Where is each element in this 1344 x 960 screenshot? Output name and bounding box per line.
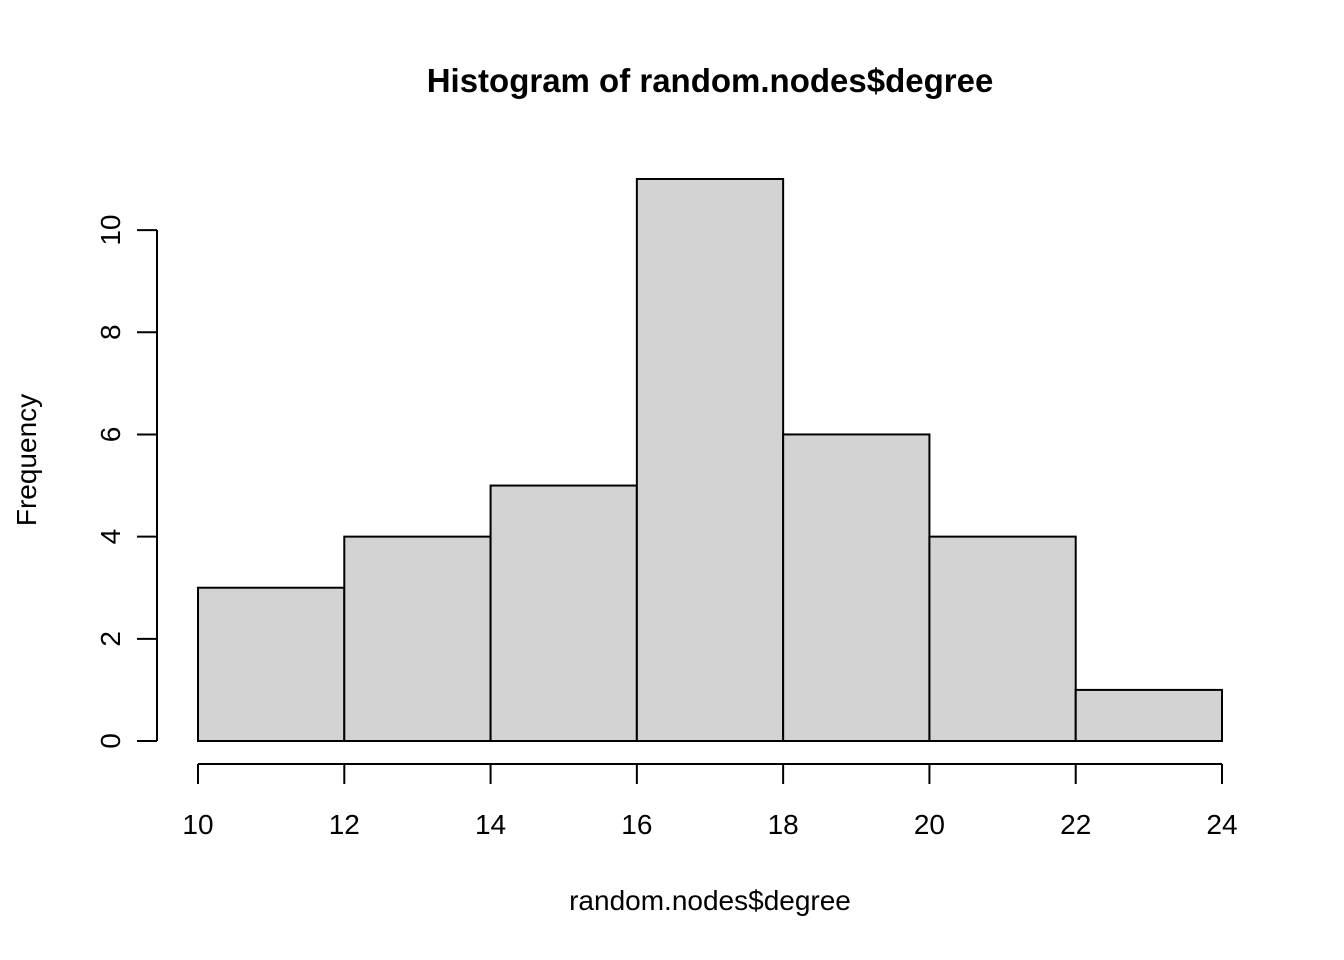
y-axis-label: Frequency [11, 394, 42, 526]
y-tick-label: 6 [95, 427, 126, 443]
x-axis-label: random.nodes$degree [569, 885, 851, 916]
x-tick-label: 24 [1206, 809, 1237, 840]
y-tick-label: 10 [95, 215, 126, 246]
x-tick-label: 18 [768, 809, 799, 840]
x-tick-label: 16 [621, 809, 652, 840]
chart-title: Histogram of random.nodes$degree [427, 62, 994, 99]
y-tick-label: 4 [95, 529, 126, 545]
histogram-bar-10-12 [197, 586, 346, 743]
histogram-bar-16-18 [635, 178, 785, 742]
y-tick-label: 2 [95, 631, 126, 647]
histogram-bar-22-24 [1074, 688, 1223, 743]
y-tick-label: 0 [95, 733, 126, 749]
histogram-bar-20-22 [928, 535, 1077, 742]
bars-group [197, 178, 1223, 743]
x-axis: 10 12 14 16 18 20 22 24 [182, 763, 1238, 840]
x-tick-label: 10 [182, 809, 213, 840]
histogram-bar-12-14 [343, 535, 492, 742]
y-tick-label: 8 [95, 324, 126, 340]
x-tick-label: 22 [1060, 809, 1091, 840]
histogram-bar-14-16 [489, 484, 638, 742]
x-tick-label: 12 [329, 809, 360, 840]
x-tick-label: 20 [914, 809, 945, 840]
histogram-bar-18-20 [782, 433, 931, 742]
y-axis: 0 2 4 6 8 10 [95, 215, 158, 749]
x-tick-label: 14 [475, 809, 506, 840]
